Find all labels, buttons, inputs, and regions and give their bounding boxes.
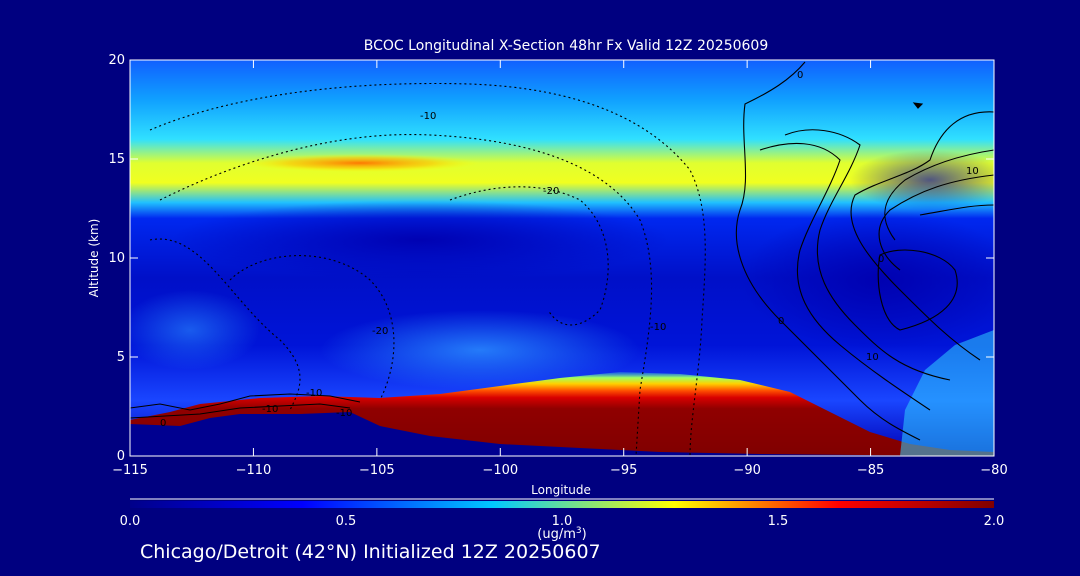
x-tick-label: −105 xyxy=(359,463,395,478)
contour-label: -10 xyxy=(306,388,322,399)
contour-minus20-b xyxy=(229,255,395,401)
y-tick-label: 20 xyxy=(108,53,125,68)
east-upper-blue xyxy=(850,150,994,210)
colorbar-tick-label: 1.5 xyxy=(768,514,789,529)
terrain xyxy=(130,412,994,456)
x-tick-label: −80 xyxy=(980,463,1007,478)
contour-minus10-west xyxy=(149,238,301,411)
colorbar-tick-label: 0.5 xyxy=(336,514,357,529)
x-tick-label: −85 xyxy=(857,463,884,478)
contour-label: -20 xyxy=(543,186,559,197)
colorbar-tick-label: 2.0 xyxy=(984,514,1005,529)
contour-label: 0 xyxy=(778,316,784,327)
contour-0-surface xyxy=(130,393,361,411)
x-tick-label: −115 xyxy=(112,463,148,478)
contour-10-e xyxy=(784,129,951,381)
contour-label: -10 xyxy=(262,404,278,415)
contour-10-b xyxy=(878,174,994,271)
mid-light-region xyxy=(320,310,640,390)
concentration-field: -10 -20 -20 -10 -10 0 0 0 10 10 0 -10 -1… xyxy=(130,60,994,456)
colorbar xyxy=(130,501,994,508)
y-tick-label: 0 xyxy=(117,449,125,464)
east-lower-light xyxy=(900,330,994,456)
west-light-region xyxy=(130,290,260,370)
contour-label: -10 xyxy=(420,111,436,122)
y-tick-label: 5 xyxy=(117,350,125,365)
contour-10-a xyxy=(884,149,994,241)
contour-label: 0 xyxy=(160,418,166,429)
east-blue-region xyxy=(740,210,994,350)
contour-minus20-a xyxy=(449,186,609,326)
colorbar-tick-label: 1.0 xyxy=(552,514,573,529)
contour-label: -20 xyxy=(372,326,388,337)
contour-0-surface-b xyxy=(130,403,351,419)
x-axis-label: Longitude xyxy=(531,483,591,497)
x-tick-label: −110 xyxy=(236,463,272,478)
y-tick-label: 10 xyxy=(108,251,125,266)
x-tick-label: −95 xyxy=(610,463,637,478)
upper-orange-streak xyxy=(240,154,480,172)
footer-caption: Chicago/Detroit (42°N) Initialized 12Z 2… xyxy=(140,541,601,563)
contour-label: -10 xyxy=(650,322,666,333)
x-tick-label: −100 xyxy=(482,463,518,478)
contour-label: -10 xyxy=(336,408,352,419)
contour-10-c xyxy=(919,204,994,216)
contour-label: 10 xyxy=(966,166,979,177)
contour-small-closed xyxy=(912,102,924,109)
contour-label-group: -10 -20 -20 -10 -10 0 0 0 10 10 0 -10 -1… xyxy=(160,70,979,429)
colorbar-unit-label: (ug/m3) xyxy=(537,526,586,542)
colorbar-tick-label: 0.0 xyxy=(120,514,141,529)
contour-label: 0 xyxy=(878,254,884,265)
x-tick-label: −90 xyxy=(733,463,760,478)
contour-0-closed xyxy=(877,249,958,331)
contour-label: 10 xyxy=(866,352,879,363)
y-axis-ticks: 0 5 10 15 20 xyxy=(108,53,994,464)
y-axis-label: Altitude (km) xyxy=(87,219,101,298)
upper-blue-band xyxy=(170,200,670,280)
colorbar-ticks: 0.0 0.5 1.0 1.5 2.0 xyxy=(120,514,1005,529)
contour-label: 0 xyxy=(797,70,803,81)
chart-title: BCOC Longitudinal X-Section 48hr Fx Vali… xyxy=(364,38,768,54)
contour-0-east xyxy=(850,111,994,361)
contour-0-main xyxy=(735,61,921,441)
contours xyxy=(130,61,994,456)
contour-10-d xyxy=(759,142,931,411)
y-tick-label: 15 xyxy=(108,152,125,167)
x-axis-ticks: −115 −110 −105 −100 −95 −90 −85 −80 xyxy=(112,60,1008,478)
